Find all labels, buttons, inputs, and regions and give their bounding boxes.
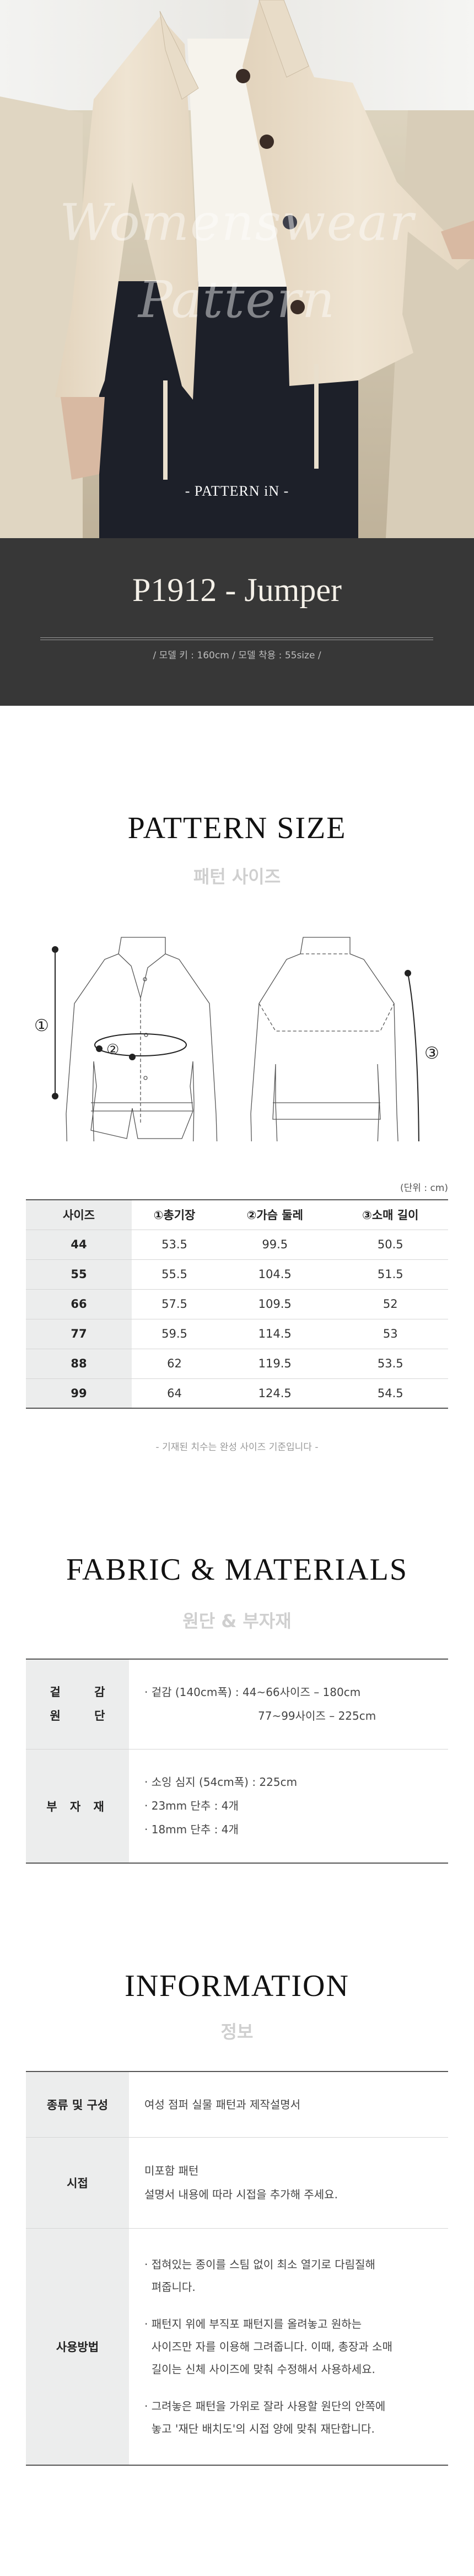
row-label: 부 자 재 xyxy=(26,1749,129,1863)
value-line: 펴줍니다. xyxy=(144,2280,196,2294)
row-value: 미포함 패턴 설명서 내용에 따라 시접을 추가해 주세요. xyxy=(129,2138,448,2228)
value-line: 여성 점퍼 실물 패턴과 제작설명서 xyxy=(144,2097,301,2111)
row-value: · 소잉 심지 (54cm폭) : 225cm · 23mm 단추 : 4개 ·… xyxy=(129,1749,448,1863)
section-title: PATTERN SIZE xyxy=(127,811,347,845)
marker-1: ① xyxy=(34,1016,49,1035)
watermark: Womenswear xyxy=(60,193,414,252)
label-char: 감 xyxy=(94,1686,105,1699)
value-line: · 18mm 단추 : 4개 xyxy=(144,1823,239,1836)
label-char: 겉 xyxy=(50,1686,61,1699)
row-value: · 겉감 (140cm폭) : 44~66사이즈 – 180cm 77~99사이… xyxy=(129,1660,448,1749)
measurement-cell: 119.5 xyxy=(217,1349,333,1379)
table-row: 부 자 재 · 소잉 심지 (54cm폭) : 225cm · 23mm 단추 … xyxy=(26,1749,448,1863)
value-line: · 그려놓은 패턴을 가위로 잘라 사용할 원단의 안쪽에 xyxy=(144,2399,386,2413)
size-cell: 55 xyxy=(26,1259,132,1290)
marker-2: ② xyxy=(106,1042,119,1058)
column-header: 사이즈 xyxy=(26,1200,132,1230)
section-title: INFORMATION xyxy=(125,1969,349,2003)
table-row: 99 64 124.5 54.5 xyxy=(26,1378,448,1408)
table-row: 55 55.5 104.5 51.5 xyxy=(26,1259,448,1290)
measurement-cell: 59.5 xyxy=(132,1319,217,1349)
size-cell: 66 xyxy=(26,1289,132,1319)
brand-label: - PATTERN iN - xyxy=(185,483,289,499)
row-value: 여성 점퍼 실물 패턴과 제작설명서 xyxy=(129,2072,448,2137)
measurement-cell: 53 xyxy=(332,1319,448,1349)
size-cell: 99 xyxy=(26,1378,132,1408)
button-1 xyxy=(236,69,250,83)
table-row: 시접 미포함 패턴 설명서 내용에 따라 시접을 추가해 주세요. xyxy=(26,2138,448,2229)
usage-item: · 그려놓은 패턴을 가위로 잘라 사용할 원단의 안쪽에 놓고 '재단 배치도… xyxy=(144,2395,448,2440)
value-line: · 접혀있는 종이를 스팀 없이 최소 열기로 다림질해 xyxy=(144,2257,375,2271)
value-line: · 겉감 (140cm폭) : 44~66사이즈 – 180cm xyxy=(144,1686,361,1699)
value-line: 미포함 패턴 xyxy=(144,2164,199,2177)
row-value: · 접혀있는 종이를 스팀 없이 최소 열기로 다림질해 펴줍니다. · 패턴지 … xyxy=(129,2229,448,2465)
size-cell: 77 xyxy=(26,1319,132,1349)
measurement-cell: 64 xyxy=(167,1386,182,1400)
size-note: - 기재된 치수는 완성 사이즈 기준입니다 - xyxy=(155,1442,319,1453)
hero-photo: Womenswear Pattern - PATTERN iN - xyxy=(0,0,474,538)
information-table: 종류 및 구성 여성 점퍼 실물 패턴과 제작설명서 시접 미포함 패턴 설명서… xyxy=(26,2071,448,2466)
value-line: 사이즈만 자를 이용해 그려줍니다. 이때, 총장과 소매 xyxy=(144,2339,392,2353)
measurement-cell: 114.5 xyxy=(217,1319,333,1349)
column-header: ②가슴 둘레 xyxy=(217,1200,333,1230)
table-row: 88 62 119.5 53.5 xyxy=(26,1349,448,1379)
product-title-band: P1912 - Jumper / 모델 키 : 160cm / 모델 착용 : … xyxy=(0,538,474,706)
measurement-cell: 53.5 xyxy=(332,1349,448,1379)
table-row: 겉 감 원 단 · 겉감 (140cm폭) : 44~66사이즈 – 180cm 7… xyxy=(26,1660,448,1749)
table-row: 77 59.5 114.5 53 xyxy=(26,1319,448,1349)
table-row: 사용방법 · 접혀있는 종이를 스팀 없이 최소 열기로 다림질해 펴줍니다. ·… xyxy=(26,2229,448,2465)
label-char: 원 xyxy=(50,1709,61,1722)
section-subtitle: 패턴 사이즈 xyxy=(193,866,281,887)
section-subtitle: 정보 xyxy=(220,2021,254,2042)
measurement-cell: 51.5 xyxy=(332,1259,448,1290)
marker-3: ③ xyxy=(424,1044,439,1063)
measurement-cell: 104.5 xyxy=(217,1259,333,1290)
measurement-cell: 54.5 xyxy=(377,1386,403,1400)
row-label: 사용방법 xyxy=(26,2229,129,2465)
table-row: 44 53.5 99.5 50.5 xyxy=(26,1230,448,1260)
usage-item: · 패턴지 위에 부직포 패턴지를 올려놓고 원하는 사이즈만 자를 이용해 그… xyxy=(144,2313,448,2381)
model-info: / 모델 키 : 160cm / 모델 착용 : 55size / xyxy=(153,650,321,661)
unit-label: (단위 : cm) xyxy=(400,1183,448,1194)
table-header: 사이즈 ①총기장 ②가슴 둘레 ③소매 길이 xyxy=(26,1200,448,1230)
measurement-cell: 109.5 xyxy=(217,1289,333,1319)
value-line: · 23mm 단추 : 4개 xyxy=(144,1799,239,1812)
size-cell: 88 xyxy=(26,1349,132,1379)
table-row: 66 57.5 109.5 52 xyxy=(26,1289,448,1319)
measurement-cell: 50.5 xyxy=(332,1230,448,1260)
usage-item: · 접혀있는 종이를 스팀 없이 최소 열기로 다림질해 펴줍니다. xyxy=(144,2253,448,2299)
size-table: 사이즈 ①총기장 ②가슴 둘레 ③소매 길이 44 53.5 99.5 50.5 55 5… xyxy=(26,1199,448,1409)
row-label: 겉 감 원 단 xyxy=(26,1660,129,1749)
value-line: · 패턴지 위에 부직포 패턴지를 올려놓고 원하는 xyxy=(144,2317,362,2331)
value-line: 길이는 신체 사이즈에 맞춰 수정해서 사용하세요. xyxy=(144,2362,375,2376)
section-title: FABRIC & MATERIALS xyxy=(66,1553,408,1587)
value-line: · 소잉 심지 (54cm폭) : 225cm xyxy=(144,1775,298,1789)
column-header: ③소매 길이 xyxy=(332,1200,448,1230)
fabric-table: 겉 감 원 단 · 겉감 (140cm폭) : 44~66사이즈 – 180cm 7… xyxy=(26,1659,448,1864)
label-char: 단 xyxy=(94,1709,105,1722)
measurement-cell: 57.5 xyxy=(132,1289,217,1319)
section-subtitle: 원단 & 부자재 xyxy=(182,1611,292,1632)
value-line: 놓고 '재단 배치도'의 시접 양에 맞춰 재단합니다. xyxy=(144,2422,375,2435)
measurement-cell: 99.5 xyxy=(217,1230,333,1260)
row-label: 종류 및 구성 xyxy=(26,2072,129,2137)
size-cell: 44 xyxy=(26,1230,132,1260)
measurement-cell: 53.5 xyxy=(132,1230,217,1260)
value-line: 설명서 내용에 따라 시접을 추가해 주세요. xyxy=(144,2188,338,2201)
divider xyxy=(40,637,433,638)
measurement-cell: 55.5 xyxy=(132,1259,217,1290)
measurement-cell: 52 xyxy=(332,1289,448,1319)
measurement-cell: 62 xyxy=(132,1349,217,1379)
measurement-cell: 124.5 xyxy=(258,1386,292,1400)
column-header: ①총기장 xyxy=(132,1200,217,1230)
jacket-diagram: ① ② ③ xyxy=(34,937,439,1141)
watermark: Pattern xyxy=(138,270,336,329)
row-label: 시접 xyxy=(26,2138,129,2228)
table-row: 종류 및 구성 여성 점퍼 실물 패턴과 제작설명서 xyxy=(26,2072,448,2138)
product-title: P1912 - Jumper xyxy=(132,572,342,608)
value-line: 77~99사이즈 – 225cm xyxy=(258,1709,376,1722)
